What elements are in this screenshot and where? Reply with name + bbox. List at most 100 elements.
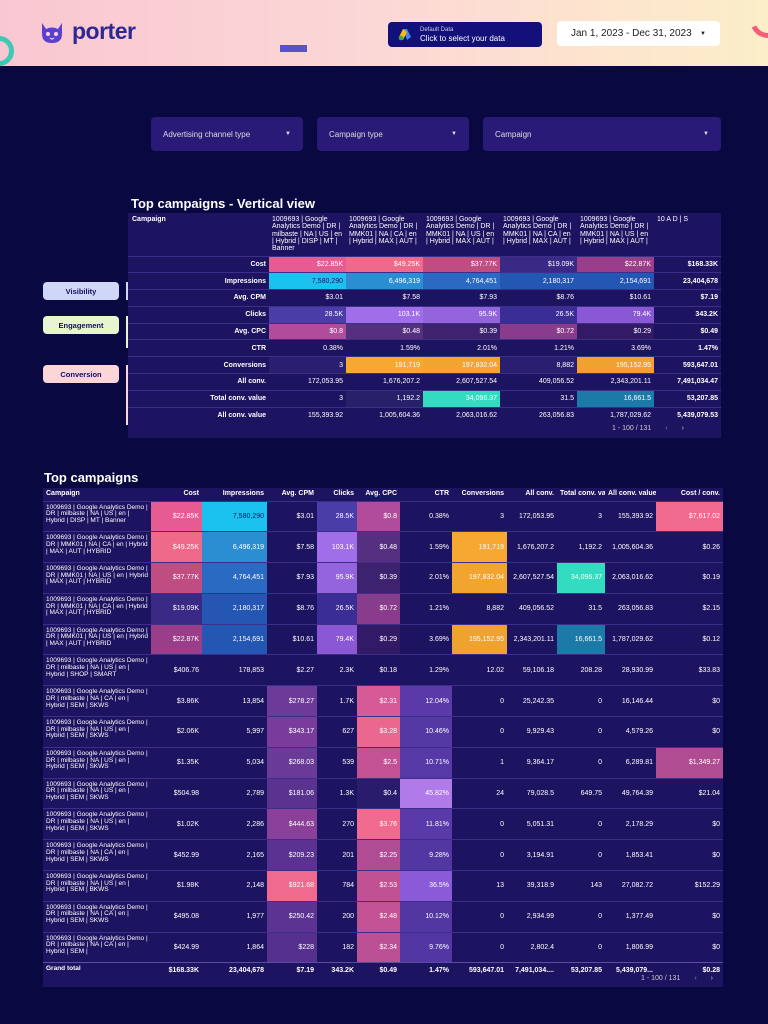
campaign-column-header: 1009693 | Google Analytics Demo | DR | m… — [272, 216, 343, 253]
metric-cell: 155,393.92 — [269, 406, 346, 424]
next-page-icon[interactable]: › — [681, 425, 684, 432]
table-cell: $0.39 — [357, 562, 400, 594]
table-cell: 172,053.95 — [507, 500, 557, 532]
metric-cell: $0.48 — [346, 322, 423, 340]
top-campaigns-title: Top campaigns — [44, 470, 139, 485]
data-source-selector[interactable]: Default Data Click to select your data — [388, 22, 542, 47]
campaign-column-header: 1009693 | Google Analytics Demo | DR | M… — [426, 216, 495, 246]
table-cell: 10.12% — [400, 900, 452, 933]
column-header[interactable]: CTR — [434, 490, 449, 497]
metric-row: Impressions 7,580,290 6,496,319 4,764,451 2,… — [128, 272, 721, 290]
grand-total-row: Grand total $168.33K 23,404,678 $7.19 343.2K… — [43, 962, 723, 978]
table-cell: 627 — [317, 716, 357, 748]
google-ads-icon — [398, 29, 411, 41]
metric-row: All conv. value 155,393.92 1,005,604.36 2,0… — [128, 406, 721, 424]
campaign-name: 1009693 | Google Analytics Demo | DR | m… — [43, 654, 151, 686]
table-cell: 784 — [317, 870, 357, 902]
table-cell: 197,832.04 — [452, 562, 507, 594]
table-cell: 34,096.37 — [557, 562, 605, 594]
table-cell: 2,934.99 — [507, 900, 557, 933]
metric-cell: 263,056.83 — [500, 406, 577, 424]
metric-total: 593,647.01 — [654, 356, 721, 374]
table-row[interactable]: 1009693 | Google Analytics Demo | DR | m… — [43, 746, 723, 779]
table-cell: 2,607,527.54 — [507, 562, 557, 594]
column-header[interactable]: Cost / conv. — [680, 490, 720, 497]
grand-total-cell: 7,491,034.... — [507, 962, 557, 978]
table-row[interactable]: 1009693 | Google Analytics Demo | DR | M… — [43, 592, 723, 625]
metric-label: Impressions — [128, 272, 269, 290]
table-row[interactable]: 1009693 | Google Analytics Demo | DR | m… — [43, 716, 723, 748]
filter-advertising-channel-type[interactable]: Advertising channel type ▼ — [151, 117, 303, 151]
metric-row: Cost $22.85K $49.25K $37.77K $19.09K $22.87K $… — [128, 255, 721, 273]
metric-cell: 1.59% — [346, 339, 423, 357]
side-label-engagement: Engagement — [43, 316, 119, 334]
campaign-name: 1009693 | Google Analytics Demo | DR | m… — [43, 839, 151, 871]
previous-page-icon[interactable]: ‹ — [665, 425, 668, 432]
vertical-view-pagination: 1 - 100 / 131 ‹ › — [612, 425, 684, 432]
table-cell: 649.75 — [557, 777, 605, 809]
column-header[interactable]: Clicks — [333, 490, 354, 497]
table-cell: 45.82% — [400, 777, 452, 809]
table-cell: 270 — [317, 808, 357, 840]
table-cell: $2.06K — [151, 716, 202, 748]
table-row[interactable]: 1009693 | Google Analytics Demo | DR | m… — [43, 500, 723, 532]
table-row[interactable]: 1009693 | Google Analytics Demo | DR | m… — [43, 808, 723, 840]
grand-total-cell: 5,439,079... — [605, 962, 656, 978]
table-row[interactable]: 1009693 | Google Analytics Demo | DR | M… — [43, 623, 723, 655]
table-row[interactable]: 1009693 | Google Analytics Demo | DR | m… — [43, 777, 723, 809]
table-cell: 2,286 — [202, 808, 267, 840]
table-row[interactable]: 1009693 | Google Analytics Demo | DR | m… — [43, 870, 723, 902]
column-header[interactable]: All conv. value — [608, 490, 656, 497]
table-cell: 3,194.91 — [507, 839, 557, 871]
table-row[interactable]: 1009693 | Google Analytics Demo | DR | m… — [43, 900, 723, 933]
table-cell: 36.5% — [400, 870, 452, 902]
table-cell: 1,377.49 — [605, 900, 656, 933]
table-row[interactable]: 1009693 | Google Analytics Demo | DR | m… — [43, 931, 723, 963]
table-cell: 3 — [557, 500, 605, 532]
date-range-picker[interactable]: Jan 1, 2023 - Dec 31, 2023 ▼ — [557, 21, 720, 46]
column-header[interactable]: Campaign — [46, 490, 80, 497]
table-cell: $406.76 — [151, 654, 202, 686]
column-header[interactable]: Cost — [183, 490, 199, 497]
column-header[interactable]: Avg. CPC — [365, 490, 397, 497]
metric-label: Total conv. value — [128, 389, 269, 408]
table-row[interactable]: 1009693 | Google Analytics Demo | DR | m… — [43, 685, 723, 717]
metric-cell: 16,661.5 — [577, 389, 654, 408]
table-cell: $209.23 — [267, 839, 317, 871]
table-cell: $0.48 — [357, 531, 400, 563]
table-cell: 1 — [452, 746, 507, 779]
metric-cell: 195,152.95 — [577, 356, 654, 374]
table-cell: 0 — [557, 685, 605, 717]
table-cell: 1,853.41 — [605, 839, 656, 871]
metric-cell: 7,580,290 — [269, 272, 346, 290]
metric-cell: 95.9K — [423, 305, 500, 324]
table-row[interactable]: 1009693 | Google Analytics Demo | DR | M… — [43, 531, 723, 563]
metric-label: Avg. CPC — [128, 322, 269, 340]
column-header[interactable]: Impressions — [222, 490, 264, 497]
column-header[interactable]: Avg. CPM — [281, 490, 314, 497]
campaign-name: 1009693 | Google Analytics Demo | DR | m… — [43, 870, 151, 902]
table-row[interactable]: 1009693 | Google Analytics Demo | DR | m… — [43, 839, 723, 871]
next-page-icon[interactable]: › — [710, 975, 713, 982]
column-header[interactable]: Total conv. value — [560, 490, 605, 497]
table-cell: $10.61 — [267, 623, 317, 655]
table-cell: 0 — [452, 900, 507, 933]
table-cell: 9.28% — [400, 839, 452, 871]
grand-total-cell: 53,207.85 — [557, 962, 605, 978]
column-header[interactable]: Conversions — [461, 490, 504, 497]
metric-cell: 1,676,207.2 — [346, 373, 423, 391]
table-cell: $424.99 — [151, 931, 202, 963]
metric-total: $7.19 — [654, 289, 721, 307]
filter-campaign-type[interactable]: Campaign type ▼ — [317, 117, 469, 151]
grand-total-cell: $0.28 — [656, 962, 723, 978]
metric-cell: 1,005,604.36 — [346, 406, 423, 424]
campaign-column-header: 1009693 | Google Analytics Demo | DR | M… — [503, 216, 572, 246]
column-header[interactable]: All conv. — [525, 490, 554, 497]
filter-campaign[interactable]: Campaign ▼ — [483, 117, 721, 151]
table-cell: 3.69% — [400, 623, 452, 655]
table-cell: 0 — [452, 931, 507, 963]
table-row[interactable]: 1009693 | Google Analytics Demo | DR | M… — [43, 562, 723, 594]
previous-page-icon[interactable]: ‹ — [694, 975, 697, 982]
vertical-view-title: Top campaigns - Vertical view — [131, 196, 315, 211]
table-row[interactable]: 1009693 | Google Analytics Demo | DR | m… — [43, 654, 723, 686]
